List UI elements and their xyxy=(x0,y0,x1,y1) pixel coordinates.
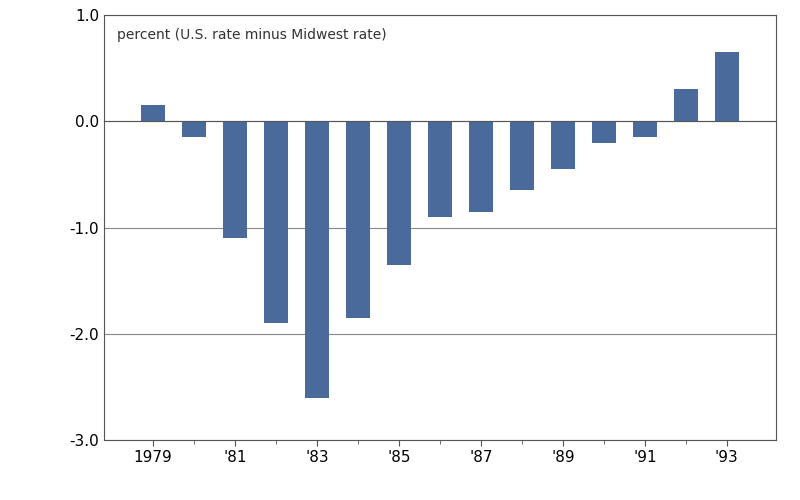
Bar xyxy=(674,90,698,121)
Bar xyxy=(346,121,370,318)
Bar xyxy=(264,121,288,323)
Bar xyxy=(714,52,739,121)
Bar xyxy=(182,121,206,137)
Bar xyxy=(305,121,330,398)
Bar xyxy=(428,121,452,217)
Text: percent (U.S. rate minus Midwest rate): percent (U.S. rate minus Midwest rate) xyxy=(118,28,387,42)
Bar xyxy=(550,121,575,169)
Bar xyxy=(633,121,657,137)
Bar xyxy=(141,106,166,121)
Bar xyxy=(510,121,534,190)
Bar xyxy=(469,121,494,212)
Bar xyxy=(386,121,411,264)
Bar xyxy=(223,121,247,238)
Bar xyxy=(592,121,616,142)
